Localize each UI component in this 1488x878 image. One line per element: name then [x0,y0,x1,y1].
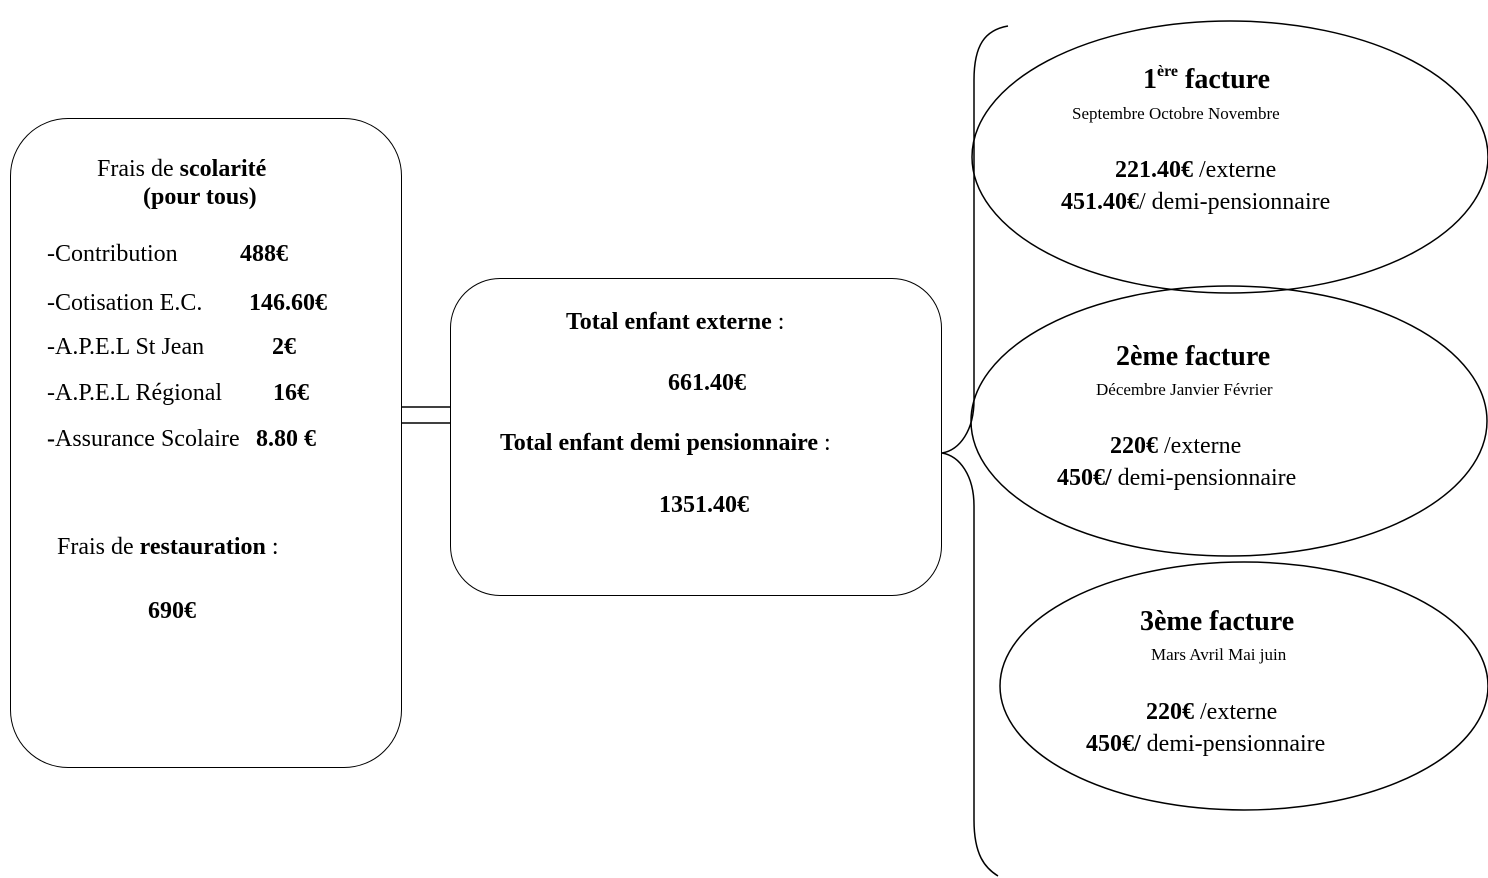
label-text: /externe [1194,699,1278,725]
amount-text: 221.40€ [1115,157,1193,183]
item-contribution-amount: 488€ [240,241,288,268]
amount-text: 451.40€ [1061,189,1139,215]
dash-bold: - [47,426,55,452]
amount-text: 690€ [148,598,196,624]
frais-restauration-amount: 690€ [148,598,196,625]
invoice-title: 3ème facture [1140,606,1295,637]
invoice-2-months: Décembre Janvier Février [1096,380,1273,399]
label-text: Assurance Scolaire [55,426,240,452]
amount-text: 1351.40€ [659,492,749,518]
label-bold: Total enfant externe [566,309,772,335]
invoice-3-externe: 220€ /externe [1146,699,1277,726]
amount-text: 220€ [1110,433,1158,459]
invoice-1-months: Septembre Octobre Novembre [1072,104,1280,123]
amount-text: 488€ [240,241,288,267]
amount-text: 450€/ [1057,465,1112,491]
restauration-bold: restauration [139,534,266,560]
invoice-2-demi: 450€/ demi-pensionnaire [1057,465,1296,492]
amount-text: 8.80 € [256,426,316,452]
total-demi-amount: 1351.40€ [659,492,749,519]
total-externe-label: Total enfant externe : [566,309,784,336]
curly-brace [941,25,1009,877]
item-cotisation-label: -Cotisation E.C. [47,290,203,316]
subtitle-text: (pour tous) [143,184,257,210]
invoice-2-ellipse [970,285,1488,557]
invoice-1-ellipse [971,20,1488,294]
label-text: / demi-pensionnaire [1139,189,1331,215]
item-apel-stjean-label: -A.P.E.L St Jean [47,334,205,360]
item-apel-stjean-amount: 2€ [272,334,296,361]
label-text: demi-pensionnaire [1140,731,1326,757]
invoice-title: 2ème facture [1116,341,1271,372]
frais-scolarite-box [10,118,402,768]
amount-text: 2€ [272,334,296,360]
amount-text: 16€ [273,380,309,406]
item-apel-regional-amount: 16€ [273,380,309,407]
item-assurance-label: -Assurance Scolaire [47,426,240,453]
colon: : [771,309,785,335]
title-prefix: Frais de [97,156,180,182]
invoice-3-demi: 450€/ demi-pensionnaire [1086,731,1325,758]
invoice-superscript: ère [1157,63,1179,80]
label-bold: Total enfant demi pensionnaire [500,430,819,456]
invoice-3-ellipse [999,561,1488,811]
frais-scolarite-title: Frais de scolarité [97,156,266,183]
amount-text: 450€/ [1086,731,1141,757]
label-text: /externe [1193,157,1277,183]
frais-scolarite-subtitle: (pour tous) [143,184,257,211]
item-apel-regional-label: -A.P.E.L Régional [47,380,223,406]
amount-text: 220€ [1146,699,1194,725]
invoice-1-externe: 221.40€ /externe [1115,157,1276,184]
frais-restauration-label: Frais de restauration : [57,534,279,561]
invoice-2-title: 2ème facture [1116,341,1270,373]
invoice-3-months: Mars Avril Mai juin [1151,645,1287,664]
colon: : [818,430,831,456]
invoice-number: 1 [1143,64,1157,95]
item-assurance-amount: 8.80 € [256,426,316,453]
invoice-3-title: 3ème facture [1140,606,1294,638]
amount-text: 661.40€ [668,370,746,396]
total-externe-amount: 661.40€ [668,370,746,397]
label-text: demi-pensionnaire [1111,465,1297,491]
invoice-title-suffix: facture [1178,64,1271,95]
total-demi-label: Total enfant demi pensionnaire : [500,430,831,457]
item-cotisation-amount: 146.60€ [249,290,327,317]
title-bold: scolarité [179,156,267,182]
label-text: /externe [1158,433,1242,459]
item-contribution-label: -Contribution [47,241,178,267]
invoice-1-demi: 451.40€/ demi-pensionnaire [1061,189,1330,216]
amount-text: 146.60€ [249,290,327,316]
restauration-suffix: : [265,534,279,560]
invoice-2-externe: 220€ /externe [1110,433,1241,460]
invoice-1-title: 1ère facture [1143,64,1270,96]
restauration-prefix: Frais de [57,534,140,560]
totals-box [450,278,942,596]
